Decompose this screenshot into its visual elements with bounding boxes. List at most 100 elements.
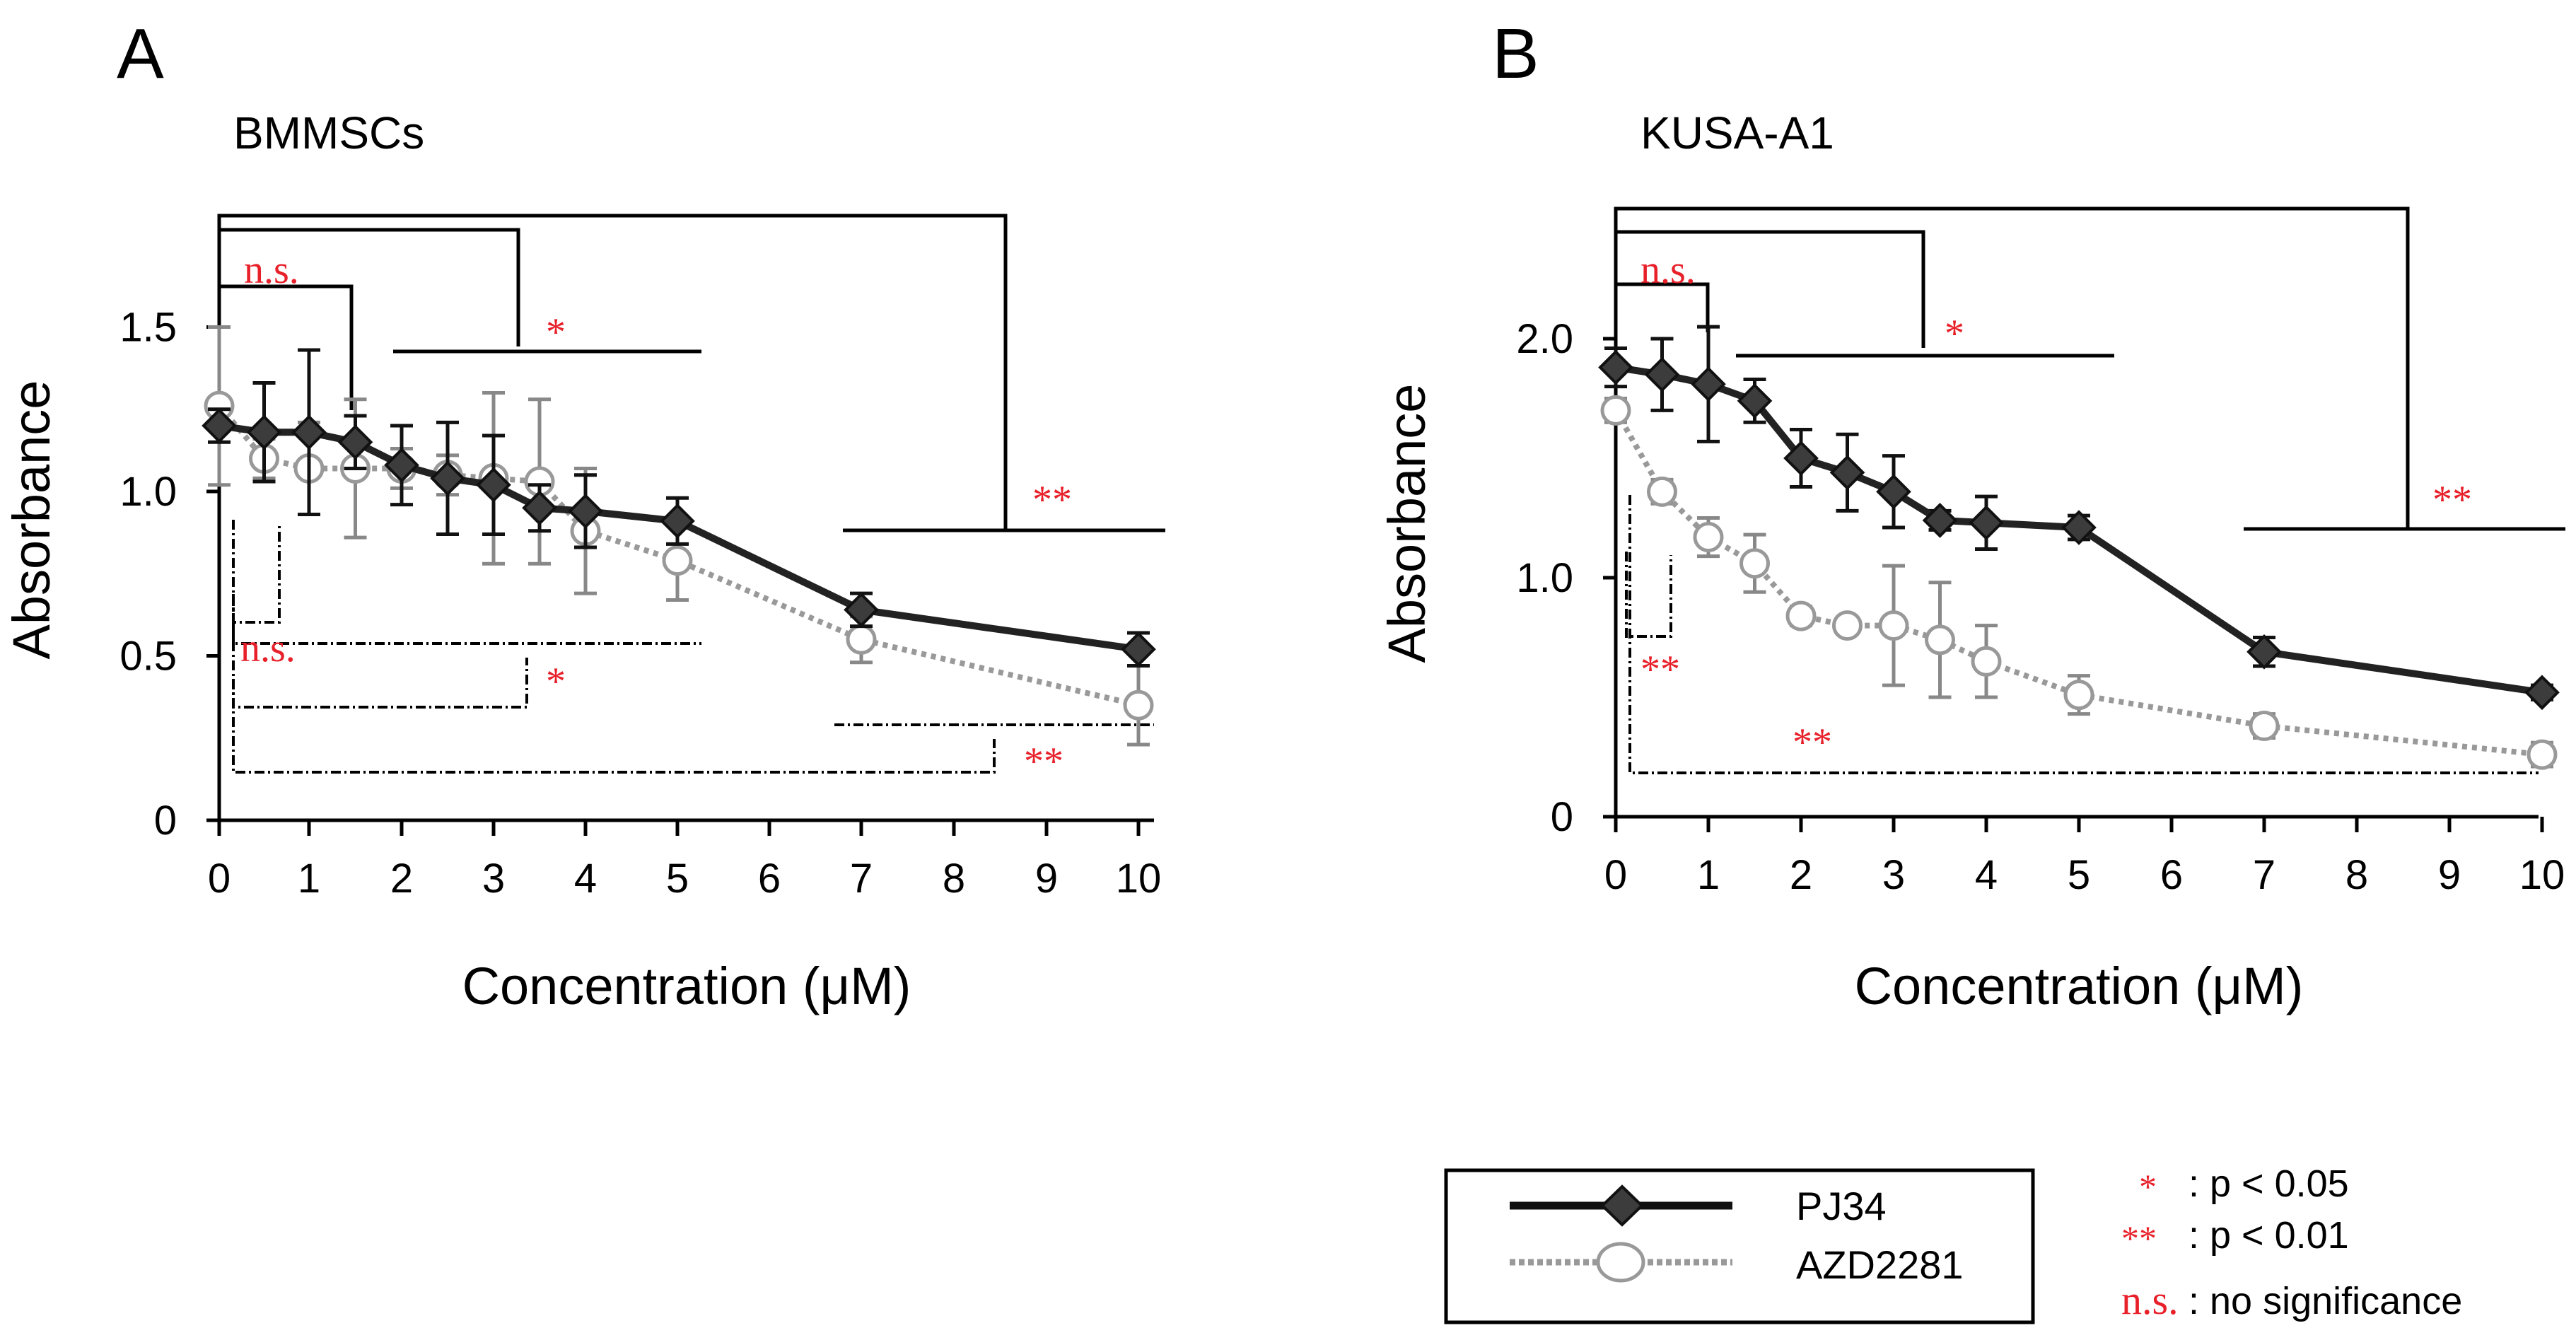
sig-label-a-star: *	[546, 310, 566, 354]
bracket-a-inner	[217, 284, 354, 410]
key-symbol-dstar: **	[2121, 1218, 2157, 1258]
sig-label-a-ns-bottom: n.s.	[240, 627, 296, 670]
dashed-a-3	[232, 622, 528, 709]
data-point-b-azd2281-11	[2527, 739, 2558, 770]
legend-entry-azd2281: AZD2281	[1510, 1242, 1964, 1287]
data-point-a-pj34-7	[522, 490, 557, 526]
dashed-a-2	[232, 594, 701, 645]
x-tick-label-a-9: 9	[1035, 856, 1058, 902]
key-symbol-star: *	[2139, 1167, 2157, 1206]
sig-label-b-star: *	[1945, 312, 1964, 356]
series-line-b-azd2281	[1613, 409, 2543, 758]
x-tick-label-b-9: 9	[2438, 852, 2461, 898]
significance-brackets-a	[217, 214, 1165, 532]
significance-labels-a: n.s. * ** n.s. * **	[240, 248, 1072, 783]
key-desc-star: : p < 0.05	[2189, 1163, 2349, 1205]
y-tick-label-a-0: 0	[154, 798, 177, 844]
x-tick-label-a-0: 0	[208, 856, 231, 902]
data-point-a-azd2281-11	[1123, 689, 1154, 721]
data-point-b-azd2281-0	[1600, 395, 1631, 426]
x-tick-label-b-6: 6	[2160, 852, 2183, 898]
data-point-b-azd2281-4	[1785, 600, 1817, 631]
significance-brackets-b	[1614, 206, 2565, 531]
series-line-a-azd2281	[216, 404, 1139, 709]
key-desc-dstar: : p < 0.01	[2189, 1214, 2349, 1257]
legend-marker-diamond	[1600, 1184, 1644, 1227]
x-tick-label-b-3: 3	[1882, 852, 1905, 898]
data-point-b-pj34-5	[1829, 455, 1865, 491]
x-tick-label-b-8: 8	[2345, 852, 2368, 898]
data-point-a-pj34-1	[246, 414, 282, 450]
x-tick-label-a-2: 2	[390, 856, 413, 902]
legend-box	[1444, 1168, 2035, 1324]
y-axis-label-b: Absorbance	[1377, 384, 1436, 663]
key-symbol-ns: n.s.	[2121, 1277, 2179, 1323]
dashed-b-2	[1628, 495, 2539, 774]
data-point-a-pj34-10	[844, 592, 879, 628]
dashed-a-4	[232, 679, 996, 774]
data-point-a-pj34-3	[337, 424, 373, 460]
x-tick-label-b-4: 4	[1975, 852, 1998, 898]
data-point-b-azd2281-5	[1832, 610, 1863, 641]
x-tick-label-b-5: 5	[2068, 852, 2090, 898]
sig-label-a-dstar: **	[1032, 478, 1072, 522]
x-tick-label-a-6: 6	[758, 856, 781, 902]
x-axis-label-a: Concentration (μM)	[462, 957, 911, 1015]
chart-title-a: BMMSCs	[233, 107, 424, 158]
data-point-a-pj34-0	[202, 408, 237, 443]
sig-label-b-ns: n.s.	[1640, 248, 1696, 292]
legend-marker-circle	[1596, 1242, 1645, 1283]
chart-title-b: KUSA-A1	[1640, 107, 1834, 158]
sig-label-b-dstar: **	[2432, 478, 2472, 522]
data-point-b-azd2281-1	[1647, 476, 1677, 507]
sig-label-b-dstar-bottom: **	[1793, 721, 1832, 764]
data-point-b-azd2281-6	[1878, 610, 1909, 641]
x-tick-label-a-3: 3	[482, 856, 505, 902]
data-point-a-pj34-2	[291, 414, 327, 450]
data-point-b-pj34-4	[1783, 441, 1819, 476]
data-point-b-pj34-3	[1737, 383, 1773, 419]
significance-dashed-b	[1625, 495, 2539, 774]
data-point-b-pj34-11	[2524, 675, 2560, 711]
data-point-a-pj34-4	[384, 447, 419, 483]
significance-labels-b: n.s. * ** ** **	[1640, 248, 2472, 764]
data-point-b-pj34-6	[1876, 474, 1911, 510]
dashed-b-1	[1625, 552, 1672, 638]
x-tick-label-b-0: 0	[1604, 852, 1627, 898]
legend-label-pj34: PJ34	[1796, 1184, 1887, 1228]
data-point-a-pj34-9	[660, 503, 695, 539]
data-point-a-azd2281-10	[846, 624, 877, 655]
data-point-a-pj34-5	[430, 460, 465, 496]
x-axis-label-b: Concentration (μM)	[1855, 957, 2304, 1015]
data-point-b-pj34-1	[1644, 356, 1680, 392]
x-tick-label-b-1: 1	[1697, 852, 1720, 898]
bracket-a-outer	[217, 214, 1008, 530]
legend-label-azd2281: AZD2281	[1796, 1242, 1964, 1287]
y-tick-label-a-2: 1.0	[120, 469, 177, 515]
data-point-b-pj34-10	[2246, 634, 2282, 670]
y-axis-label-a: Absorbance	[2, 380, 61, 660]
significance-key: * : p < 0.05 ** : p < 0.01 n.s. : no sig…	[2121, 1163, 2462, 1323]
x-tick-label-b-7: 7	[2253, 852, 2275, 898]
y-tick-label-a-3: 1.5	[120, 305, 177, 351]
data-point-b-azd2281-7	[1925, 624, 1955, 656]
data-point-b-azd2281-2	[1693, 522, 1724, 553]
axes-a	[217, 216, 1154, 822]
x-tick-label-b-2: 2	[1790, 852, 1812, 898]
x-tick-label-a-8: 8	[943, 856, 965, 902]
x-tick-label-a-5: 5	[666, 856, 689, 902]
data-point-b-pj34-2	[1691, 366, 1726, 402]
sig-label-a-dstar-bottom: **	[1024, 740, 1063, 783]
data-point-a-pj34-11	[1121, 631, 1156, 668]
data-point-b-pj34-8	[1969, 505, 2004, 541]
dashed-a-1	[232, 520, 281, 624]
data-point-b-pj34-0	[1598, 349, 1633, 385]
y-tick-label-b-0: 0	[1551, 794, 1573, 840]
data-point-b-pj34-7	[1922, 503, 1958, 538]
y-tick-label-b-2: 2.0	[1516, 316, 1573, 362]
sig-label-a-ns-top: n.s.	[244, 248, 299, 292]
panel-label-a: A	[117, 14, 164, 93]
data-point-a-pj34-8	[568, 494, 603, 529]
x-tick-label-a-4: 4	[574, 856, 597, 902]
